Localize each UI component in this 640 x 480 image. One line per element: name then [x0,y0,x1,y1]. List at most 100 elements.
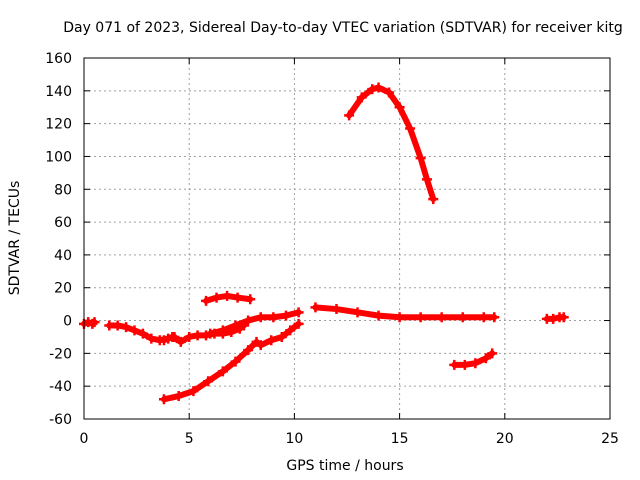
series-arc-1 [79,317,100,329]
data-point [158,394,169,405]
data-point [558,312,569,323]
data-point [480,353,491,364]
data-point [373,82,384,93]
data-point [268,312,279,323]
series-arc-8 [310,302,500,323]
chart-title: Day 071 of 2023, Sidereal Day-to-day VTE… [63,20,623,36]
y-tick-label: 40 [54,248,72,264]
data-point [192,330,203,341]
y-tick-label: -60 [49,412,72,428]
grid [84,58,610,419]
axis-ticks: 0 5 10 15 20 25 -60 -40 -20 0 20 40 60 80 100 120 140 160 [45,51,619,447]
y-tick-label: 20 [54,281,72,297]
data-point [310,302,321,313]
data-point [459,359,470,370]
data-point [449,359,460,370]
data-point [175,336,186,347]
plot-frame [83,57,611,420]
series-arc-6 [158,336,262,405]
data-point [421,174,432,185]
y-tick-label: 100 [45,149,72,165]
series-trace [160,338,260,403]
data-point [436,312,447,323]
data-point [158,335,169,346]
y-tick-label: 160 [45,51,72,67]
data-point [373,310,384,321]
data-point [217,325,228,336]
data-point [415,312,426,323]
data-point [394,312,405,323]
data-point [201,295,212,306]
data-point [211,292,222,303]
data-point [405,123,416,134]
data-point [184,331,195,342]
data-point [344,110,355,121]
data-point [89,317,100,328]
data-point [428,194,439,205]
data-point [352,307,363,318]
series-trace [312,304,498,321]
data-point [255,312,266,323]
data-point [457,312,468,323]
data-point [489,312,500,323]
x-tick-label: 10 [285,431,303,447]
series-arc-11 [541,312,569,324]
x-tick-label: 0 [80,431,89,447]
series-arc-7 [255,318,304,351]
x-tick-label: 5 [185,431,194,447]
data-point [331,304,342,315]
data-point [478,312,489,323]
data-point [548,313,559,324]
y-tick-label: 120 [45,117,72,133]
y-tick-label: -40 [49,379,72,395]
y-axis-label: SDTVAR / TECUs [7,181,23,296]
data-point [367,84,378,95]
data-point [230,320,241,331]
data-point [243,345,254,356]
data-point [394,102,405,113]
y-tick-label: 80 [54,182,72,198]
y-tick-label: -20 [49,346,72,362]
x-axis-label: GPS time / hours [286,458,403,474]
series-arc-4 [201,290,256,306]
series-trace [257,320,302,349]
data-point [104,320,115,331]
y-tick-label: 140 [45,84,72,100]
data-point [276,331,287,342]
data-point [205,328,216,339]
data-point [121,322,132,333]
data-point [285,325,296,336]
y-tick-label: 0 [63,314,72,330]
x-tick-label: 15 [391,431,409,447]
data-point [384,87,395,98]
data-point [487,348,498,359]
x-tick-label: 20 [496,431,514,447]
data-point [255,340,266,351]
data-point [230,356,241,367]
data-point [173,391,184,402]
x-tick-label: 25 [601,431,619,447]
data-point [245,294,256,305]
data-point [222,290,233,301]
data-point [188,386,199,397]
data-point [129,325,140,336]
data-point [293,318,304,329]
data-point [470,358,481,369]
series-trace [346,84,437,203]
data-point [293,307,304,318]
data-point [266,335,277,346]
data-marks [79,82,569,405]
data-point [243,315,254,326]
data-point [232,292,243,303]
y-tick-label: 60 [54,215,72,231]
data-point [217,366,228,377]
data-point [356,92,367,103]
data-point [112,320,123,331]
data-point [137,328,148,339]
series-arc-5 [205,307,304,339]
series-arc-9 [344,82,439,205]
data-point [167,331,178,342]
data-point [146,333,157,344]
series-arc-10 [449,348,498,370]
